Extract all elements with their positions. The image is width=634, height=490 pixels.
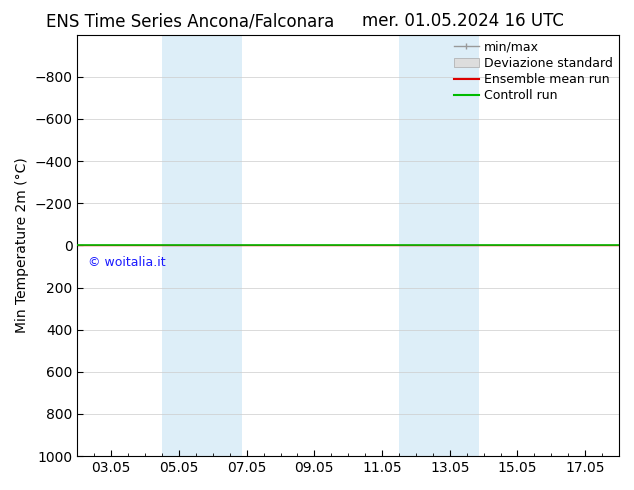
Text: ENS Time Series Ancona/Falconara: ENS Time Series Ancona/Falconara (46, 12, 334, 30)
Bar (162, 35, 242, 456)
Y-axis label: Min Temperature 2m (°C): Min Temperature 2m (°C) (15, 157, 29, 333)
Bar (399, 35, 479, 456)
Text: © woitalia.it: © woitalia.it (87, 256, 165, 269)
Legend: min/max, Deviazione standard, Ensemble mean run, Controll run: min/max, Deviazione standard, Ensemble m… (451, 38, 615, 105)
Text: mer. 01.05.2024 16 UTC: mer. 01.05.2024 16 UTC (362, 12, 564, 30)
